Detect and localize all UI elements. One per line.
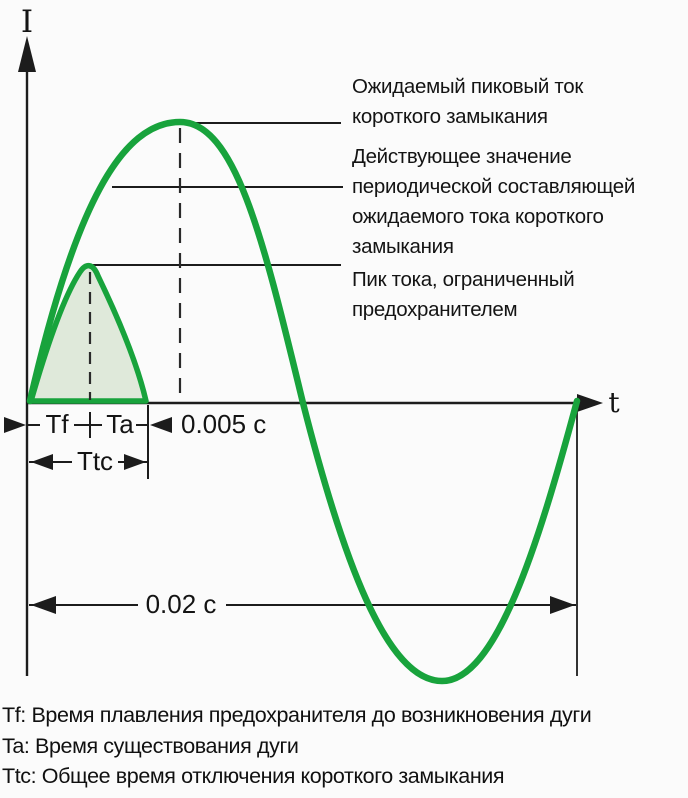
- dimension-full-period: 0.02 с: [29, 405, 578, 676]
- arrow-left-icon: [150, 417, 172, 433]
- callout-fuse-limited-peak: Пик тока, ограниченный предохранителем: [352, 265, 575, 325]
- label-backplate: [72, 450, 118, 474]
- arrow-left-icon: [31, 454, 53, 470]
- quarter-period-value: 0.005 с: [181, 409, 266, 439]
- callout-line: Пик тока, ограниченный: [352, 268, 575, 291]
- dimension-ttc: Ttc: [29, 446, 148, 476]
- callout-lines: [93, 122, 343, 266]
- arrow-right-icon: [4, 417, 26, 433]
- dimension-tf-ta: Tf Ta 0.005 с: [4, 405, 266, 479]
- callout-line: периодической составляющей: [352, 175, 636, 198]
- y-axis-arrow-icon: [18, 36, 36, 72]
- callout-peak-current: Ожидаемый пиковый ток короткого замыкани…: [352, 72, 583, 132]
- legend-ttc-definition: Ttc: Общее время отключения короткого за…: [2, 764, 505, 788]
- callout-line: ожидаемого тока короткого: [352, 205, 604, 228]
- prospective-current-curve: [26, 118, 581, 685]
- callout-line: замыкания: [352, 235, 454, 258]
- label-backplate: [102, 412, 136, 436]
- arrow-right-icon: [550, 596, 575, 614]
- label-backplate: [40, 412, 74, 436]
- y-axis-label: I: [21, 4, 33, 40]
- legend-tf-definition: Tf: Время плавления предохранителя до во…: [2, 703, 592, 727]
- arrow-left-icon: [31, 596, 56, 614]
- legend: Tf: Время плавления предохранителя до во…: [2, 700, 592, 792]
- callout-line: короткого замыкания: [352, 105, 548, 128]
- callout-line: Действующее значение: [352, 145, 572, 168]
- t-axis-arrow-icon: [577, 394, 603, 412]
- full-period-value: 0.02 с: [146, 589, 217, 619]
- t-axis-label: t: [608, 386, 620, 419]
- callout-line: предохранителем: [352, 298, 518, 321]
- ta-label: Ta: [106, 409, 134, 439]
- legend-ta-definition: Ta: Время существования дуги: [2, 733, 299, 758]
- fuse-limited-current-area: [28, 263, 149, 404]
- tf-label: Tf: [45, 409, 69, 439]
- callout-line: Ожидаемый пиковый ток: [352, 75, 584, 98]
- arrow-right-icon: [124, 454, 146, 470]
- ttc-label: Ttc: [77, 446, 113, 476]
- callout-rms-current: Действующее значение периодической соста…: [352, 142, 635, 262]
- label-backplate: [138, 590, 226, 618]
